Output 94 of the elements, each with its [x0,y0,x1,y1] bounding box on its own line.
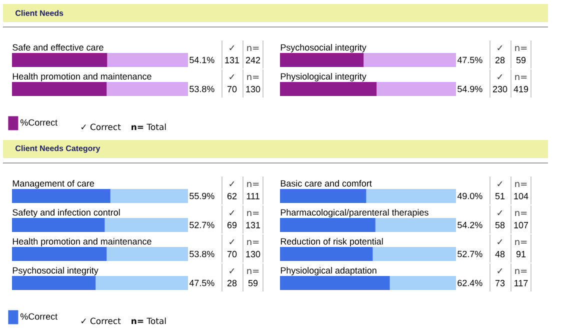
data-label: 62.4% [458,280,482,286]
bar [96,276,188,290]
text: ✓ [498,268,502,274]
text: 419 [514,86,528,92]
data-label: 49.0% [457,192,482,200]
text: n= Total [132,318,166,324]
bar [104,218,188,232]
text: n= [247,74,259,80]
y-tick-label: Reduction of risk potential [280,238,383,246]
data-label: 53.8% [190,86,214,92]
data-label: 52.7% [458,250,482,258]
text: 28 [495,56,505,64]
text: ✓ [230,239,234,244]
bar [12,218,105,232]
legend-label: %Correct [20,119,58,126]
data-label: 54.9% [458,86,482,92]
bar [12,276,96,290]
y-tick-label: Physiological adaptation [280,267,376,276]
y-tick-label: Pharmacological/parenteral therapies [280,209,428,218]
text: 59 [516,56,526,64]
y-tick-label: Management of care [12,180,94,188]
text: 73 [495,280,505,286]
text: ✓ Correct [81,124,121,130]
y-tick-label: Safe and effective care [12,44,104,51]
bar [110,189,188,204]
bar [106,247,188,262]
text: ✓ [498,210,502,216]
text: 104 [514,192,528,200]
y-tick-label: Physiological integrity [280,73,366,82]
text: ✓ [230,74,234,80]
text: n= [515,74,527,80]
y-tick-label: Health promotion and maintenance [12,238,152,246]
text: ✓ [498,239,502,244]
text: ✓ [230,45,234,50]
text: 130 [246,250,260,258]
text: n= [247,210,259,216]
bar [12,247,107,262]
y-tick-label: Basic care and comfort [280,180,372,187]
data-label: 53.8% [190,250,214,258]
y-tick-label: Safety and infection control [12,209,120,218]
text: n= [515,210,527,216]
text: 48 [495,250,505,258]
text: n= [247,240,259,245]
text: 230 [492,86,508,92]
data-label: 54.1% [190,56,214,64]
text: n= Total [132,124,166,130]
text: n= [515,268,527,274]
text: 62 [227,192,237,200]
bar [280,189,366,204]
text: 70 [227,86,237,92]
text: 131 [246,222,260,228]
data-label: 47.5% [189,280,214,286]
text: 59 [248,280,258,286]
text: n= [247,268,259,274]
text: n= [515,46,527,51]
text: 58 [495,222,505,228]
text: n= [247,182,259,188]
y-tick-label: Psychosocial integrity [12,267,98,276]
text: ✓ [230,210,234,216]
text: 130 [246,86,260,92]
y-tick-label: Psychosocial integrity [280,44,366,52]
text: ✓ [230,181,234,186]
text: 70 [227,250,237,258]
legend-label: %Correct [20,313,58,320]
text: 69 [227,222,237,228]
text: 107 [514,222,528,228]
bar [280,218,376,232]
bar [280,247,373,262]
text: ✓ [498,45,502,50]
text: ✓ [498,181,502,186]
text: 131 [225,56,240,64]
data-label: 47.5% [457,56,482,64]
bar [280,276,390,290]
data-label: 54.2% [458,222,482,228]
text: n= [515,182,527,188]
text: ✓ [498,74,502,80]
text: 91 [516,250,526,258]
bar [375,218,456,232]
text: 242 [246,56,260,64]
bar [372,247,456,262]
text: 117 [514,280,528,286]
bar [366,189,456,204]
bar [12,189,110,204]
text: ✓ Correct [81,318,121,324]
text: 111 [246,193,260,200]
text: n= [515,240,527,245]
y-tick-label: Health promotion and maintenance [12,73,152,82]
text: 28 [227,280,237,286]
bar [390,276,456,290]
text: ✓ [230,268,234,274]
data-label: 52.7% [190,222,214,228]
text: 51 [495,193,505,200]
data-label: 55.9% [190,192,214,200]
text: n= [247,46,259,51]
